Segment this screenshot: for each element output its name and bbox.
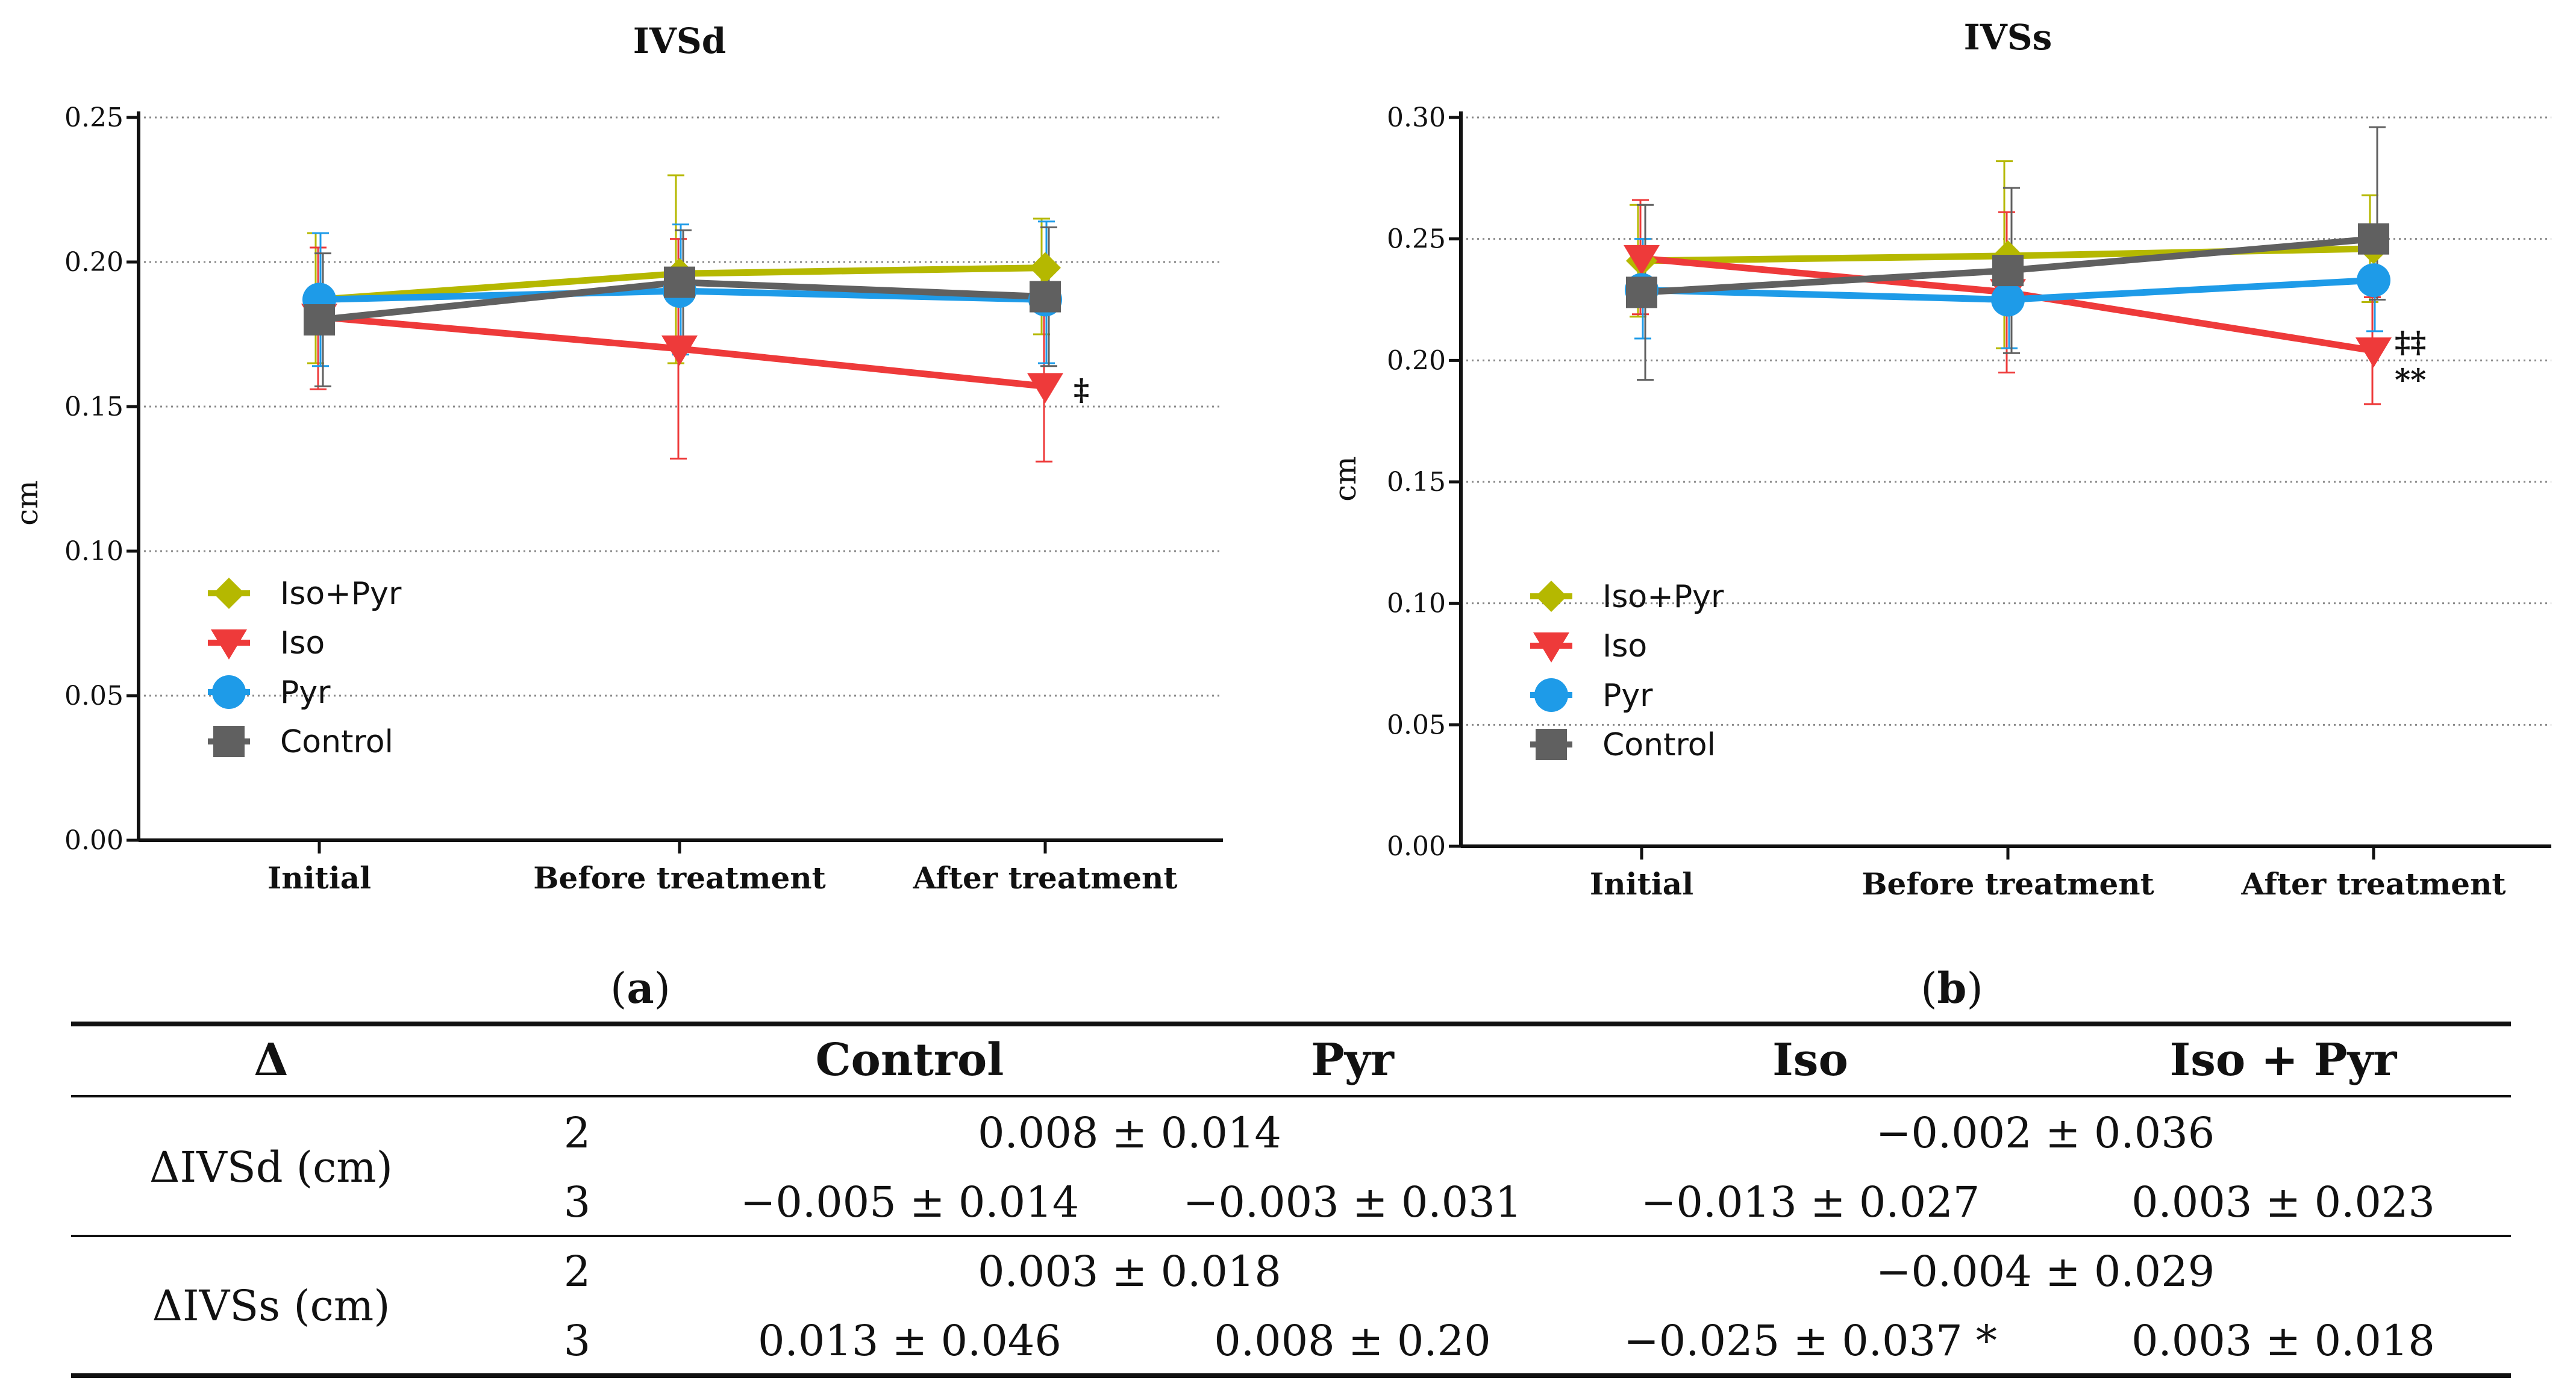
y-tick-label: 0.25 <box>1387 224 1446 255</box>
data-point-control <box>304 304 335 335</box>
x-tick-label: Before treatment <box>533 860 825 896</box>
chart-a-legend: Iso+Pyr Iso Pyr Control <box>208 576 402 760</box>
data-point-control <box>664 266 695 298</box>
table-cell: 0.003 ± 0.023 <box>2131 1178 2435 1227</box>
table-cell: −0.013 ± 0.027 <box>1641 1178 1980 1227</box>
table-cell: 0.008 ± 0.20 <box>1214 1316 1490 1365</box>
chart-b: IVSs cm 0.00 0.05 0.10 0.15 0.20 0.25 0.30 Ini… <box>1328 17 2551 1013</box>
chart-a-y-ticks: 0.00 0.05 0.10 0.15 0.20 0.25 <box>64 102 139 856</box>
data-point-control <box>1626 276 1657 308</box>
table-header-iso-pyr: Iso + Pyr <box>2170 1034 2398 1086</box>
table-cell: 0.013 ± 0.046 <box>758 1316 1061 1365</box>
y-tick-label: 0.20 <box>1387 345 1446 376</box>
legend-label: Iso <box>1602 628 1647 664</box>
chart-b-y-ticks: 0.00 0.05 0.10 0.15 0.20 0.25 0.30 <box>1387 102 1461 862</box>
chart-b-annotation-double-dagger: ‡‡ <box>2395 324 2426 360</box>
table-cell: 0.003 ± 0.018 <box>978 1247 1281 1296</box>
chart-b-y-label: cm <box>1328 456 1363 501</box>
y-tick-label: 0.00 <box>64 825 123 856</box>
legend-marker <box>1536 729 1567 760</box>
chart-b-legend: Iso+Pyr Iso Pyr Control <box>1530 579 1724 763</box>
table-cell: −0.004 ± 0.029 <box>1876 1247 2215 1296</box>
table-header-delta: Δ <box>254 1034 288 1086</box>
x-tick-label: Initial <box>267 860 371 896</box>
chart-b-markers <box>1624 223 2392 368</box>
chart-a-annotation-dagger: ‡ <box>1074 372 1089 407</box>
table-row-index: 3 <box>564 1316 591 1365</box>
table-cell: −0.003 ± 0.031 <box>1183 1178 1522 1227</box>
table-group-label-ivss: ΔIVSs (cm) <box>152 1281 390 1331</box>
chart-b-panel-label: (b) <box>1921 963 1983 1013</box>
table-header-control: Control <box>816 1034 1004 1086</box>
table-cell: −0.002 ± 0.036 <box>1876 1108 2215 1158</box>
y-tick-label: 0.20 <box>64 247 123 278</box>
chart-b-x-ticks: Initial Before treatment After treatment <box>1590 846 2506 902</box>
x-tick-label: After treatment <box>2241 866 2506 902</box>
data-point-control <box>1030 281 1061 313</box>
y-tick-label: 0.05 <box>64 681 123 711</box>
x-tick-label: Initial <box>1590 866 1693 902</box>
x-tick-label: After treatment <box>913 860 1178 896</box>
table-cell: 0.008 ± 0.014 <box>978 1108 1281 1158</box>
y-tick-label: 0.10 <box>64 536 123 567</box>
data-point-iso <box>2356 337 2392 368</box>
chart-a-title: IVSd <box>633 20 727 61</box>
chart-a: IVSd cm 0.00 0.05 0.10 0.15 0.20 0.25 Initial… <box>10 20 1223 1013</box>
legend-label: Control <box>1602 727 1716 763</box>
legend-label: Pyr <box>280 675 331 711</box>
legend-marker <box>212 675 246 709</box>
data-point-iso <box>1027 373 1063 404</box>
table-group-label-ivsd: ΔIVSd (cm) <box>149 1143 393 1192</box>
y-tick-label: 0.30 <box>1387 102 1446 133</box>
y-tick-label: 0.25 <box>64 102 123 133</box>
y-tick-label: 0.05 <box>1387 710 1446 740</box>
legend-marker <box>1534 678 1568 712</box>
y-tick-label: 0.00 <box>1387 831 1446 862</box>
chart-a-panel-label: (a) <box>610 963 671 1013</box>
x-tick-label: Before treatment <box>1862 866 2154 902</box>
table-cell: 0.003 ± 0.018 <box>2131 1316 2435 1365</box>
y-tick-label: 0.15 <box>1387 467 1446 498</box>
chart-a-x-ticks: Initial Before treatment After treatment <box>267 840 1178 896</box>
table-cell: −0.025 ± 0.037 * <box>1624 1316 1997 1365</box>
data-point-iso-pyr <box>1030 252 1061 284</box>
table-row-index: 2 <box>564 1108 591 1158</box>
chart-a-markers <box>301 252 1063 404</box>
legend-marker <box>213 726 245 757</box>
legend-label: Pyr <box>1602 678 1653 714</box>
legend-marker <box>1533 632 1569 663</box>
legend-label: Iso <box>280 625 325 661</box>
legend-label: Iso+Pyr <box>280 576 402 612</box>
delta-table: Δ Control Pyr Iso Iso + Pyr ΔIVSd (cm) 2… <box>71 1022 2511 1378</box>
chart-b-title: IVSs <box>1964 17 2052 58</box>
legend-marker <box>1536 581 1567 612</box>
table-row-index: 2 <box>564 1247 591 1296</box>
table-header-iso: Iso <box>1772 1034 1848 1086</box>
data-point-iso <box>661 335 698 366</box>
table-row-index: 3 <box>564 1178 591 1227</box>
chart-a-y-label: cm <box>10 480 45 525</box>
chart-b-annotation-stars: ** <box>2395 362 2426 398</box>
data-point-pyr <box>2357 263 2390 298</box>
data-point-pyr <box>1991 282 2025 317</box>
y-tick-label: 0.10 <box>1387 588 1446 619</box>
table-header-pyr: Pyr <box>1311 1034 1395 1086</box>
y-tick-label: 0.15 <box>64 392 123 422</box>
legend-label: Control <box>280 724 393 760</box>
legend-marker <box>213 578 245 609</box>
data-point-control <box>1992 255 2024 287</box>
legend-marker <box>211 629 247 660</box>
data-point-control <box>2358 223 2389 255</box>
table-cell: −0.005 ± 0.014 <box>740 1178 1080 1227</box>
legend-label: Iso+Pyr <box>1602 579 1724 615</box>
chart-a-error-bars <box>307 174 1057 463</box>
data-point-iso <box>1624 245 1660 275</box>
